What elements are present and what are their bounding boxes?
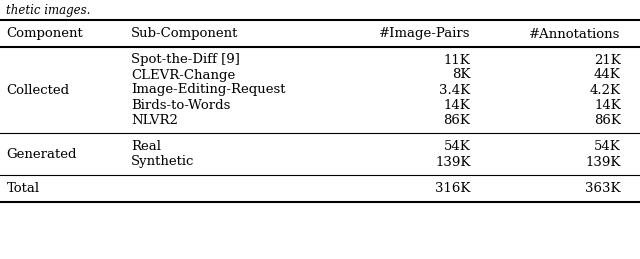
Text: Birds-to-Words: Birds-to-Words xyxy=(131,98,230,112)
Text: 3.4K: 3.4K xyxy=(439,83,470,97)
Text: 54K: 54K xyxy=(594,140,621,154)
Text: Generated: Generated xyxy=(6,148,77,161)
Text: #Annotations: #Annotations xyxy=(529,27,621,40)
Text: NLVR2: NLVR2 xyxy=(131,113,178,126)
Text: 4.2K: 4.2K xyxy=(590,83,621,97)
Text: 11K: 11K xyxy=(444,54,470,67)
Text: Image-Editing-Request: Image-Editing-Request xyxy=(131,83,285,97)
Text: Collected: Collected xyxy=(6,83,70,97)
Text: Component: Component xyxy=(6,27,83,40)
Text: 139K: 139K xyxy=(586,155,621,169)
Text: 44K: 44K xyxy=(594,68,621,82)
Text: 14K: 14K xyxy=(444,98,470,112)
Text: Real: Real xyxy=(131,140,161,154)
Text: CLEVR-Change: CLEVR-Change xyxy=(131,68,236,82)
Text: #Image-Pairs: #Image-Pairs xyxy=(379,27,470,40)
Text: 54K: 54K xyxy=(444,140,470,154)
Text: Total: Total xyxy=(6,183,40,196)
Text: Sub-Component: Sub-Component xyxy=(131,27,239,40)
Text: 363K: 363K xyxy=(586,183,621,196)
Text: 21K: 21K xyxy=(594,54,621,67)
Text: Spot-the-Diff [9]: Spot-the-Diff [9] xyxy=(131,54,240,67)
Text: 316K: 316K xyxy=(435,183,470,196)
Text: Synthetic: Synthetic xyxy=(131,155,195,169)
Text: 14K: 14K xyxy=(594,98,621,112)
Text: thetic images.: thetic images. xyxy=(6,4,91,17)
Text: 86K: 86K xyxy=(444,113,470,126)
Text: 8K: 8K xyxy=(452,68,470,82)
Text: 139K: 139K xyxy=(435,155,470,169)
Text: 86K: 86K xyxy=(594,113,621,126)
